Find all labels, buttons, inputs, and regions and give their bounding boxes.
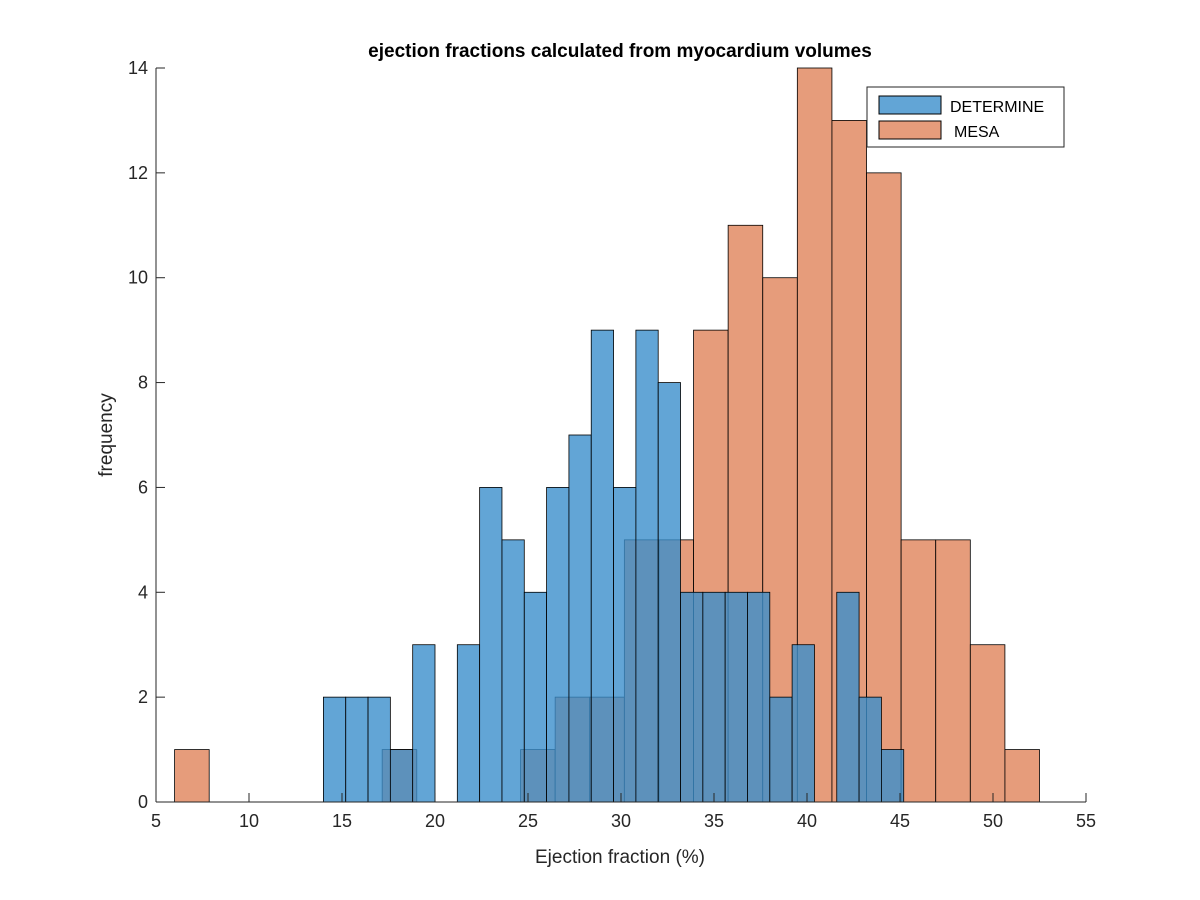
determine-bar bbox=[613, 487, 637, 803]
determine-bar bbox=[322, 696, 347, 803]
determine-bar bbox=[389, 749, 414, 803]
legend-label-determine: DETERMINE bbox=[950, 99, 1044, 116]
legend-swatch-determine bbox=[878, 95, 942, 115]
x-tick-label: 40 bbox=[797, 811, 817, 831]
x-tick-label: 20 bbox=[425, 811, 445, 831]
x-tick-label: 15 bbox=[332, 811, 352, 831]
x-tick-label: 55 bbox=[1076, 811, 1096, 831]
determine-bar bbox=[456, 644, 481, 803]
mesa-bar bbox=[900, 539, 937, 803]
x-tick-label: 30 bbox=[611, 811, 631, 831]
y-tick-label: 0 bbox=[138, 792, 148, 812]
determine-bar bbox=[836, 591, 860, 803]
y-tick-label: 6 bbox=[138, 477, 148, 497]
determine-bar bbox=[345, 696, 369, 803]
determine-bar bbox=[747, 591, 771, 803]
determine-bar bbox=[501, 539, 525, 803]
y-tick-label: 4 bbox=[138, 582, 148, 602]
y-axis-label: frequency bbox=[96, 393, 117, 477]
mesa-bar bbox=[174, 749, 210, 803]
determine-bar bbox=[769, 696, 793, 803]
determine-bar bbox=[724, 591, 748, 803]
x-tick-label: 25 bbox=[518, 811, 538, 831]
y-tick-label: 14 bbox=[128, 58, 148, 78]
mesa-bar bbox=[935, 539, 971, 803]
legend-swatch-mesa bbox=[878, 120, 942, 140]
determine-bars bbox=[322, 329, 905, 803]
determine-bar bbox=[546, 487, 570, 803]
y-tick-label: 8 bbox=[138, 373, 148, 393]
chart-title: ejection fractions calculated from myoca… bbox=[368, 41, 872, 62]
legend: DETERMINE MESA bbox=[866, 86, 1065, 148]
legend-label-mesa: MESA bbox=[954, 124, 1000, 141]
y-tick-label: 12 bbox=[128, 163, 148, 183]
determine-bar bbox=[523, 591, 548, 803]
determine-bar bbox=[590, 329, 614, 803]
y-ticks: 0 2 4 6 8 10 12 14 bbox=[128, 58, 165, 812]
x-tick-label: 45 bbox=[890, 811, 910, 831]
x-axis-label: Ejection fraction (%) bbox=[535, 847, 705, 868]
determine-bar bbox=[412, 644, 436, 803]
determine-bar bbox=[367, 696, 391, 803]
y-tick-label: 10 bbox=[128, 268, 148, 288]
determine-bar bbox=[479, 487, 503, 803]
x-tick-label: 10 bbox=[239, 811, 259, 831]
determine-bar bbox=[858, 696, 882, 803]
mesa-bar bbox=[969, 644, 1006, 803]
determine-bar bbox=[657, 382, 681, 803]
x-tick-label: 5 bbox=[151, 811, 161, 831]
x-ticks: 5 10 15 20 25 30 35 40 45 50 55 bbox=[151, 793, 1096, 831]
y-tick-label: 2 bbox=[138, 687, 148, 707]
mesa-bar bbox=[1004, 749, 1040, 803]
x-tick-label: 35 bbox=[704, 811, 724, 831]
x-tick-label: 50 bbox=[983, 811, 1003, 831]
determine-bar bbox=[702, 591, 726, 803]
determine-bar bbox=[680, 591, 704, 803]
determine-bar bbox=[568, 434, 592, 803]
determine-bar bbox=[635, 329, 659, 803]
determine-bar bbox=[791, 644, 815, 803]
